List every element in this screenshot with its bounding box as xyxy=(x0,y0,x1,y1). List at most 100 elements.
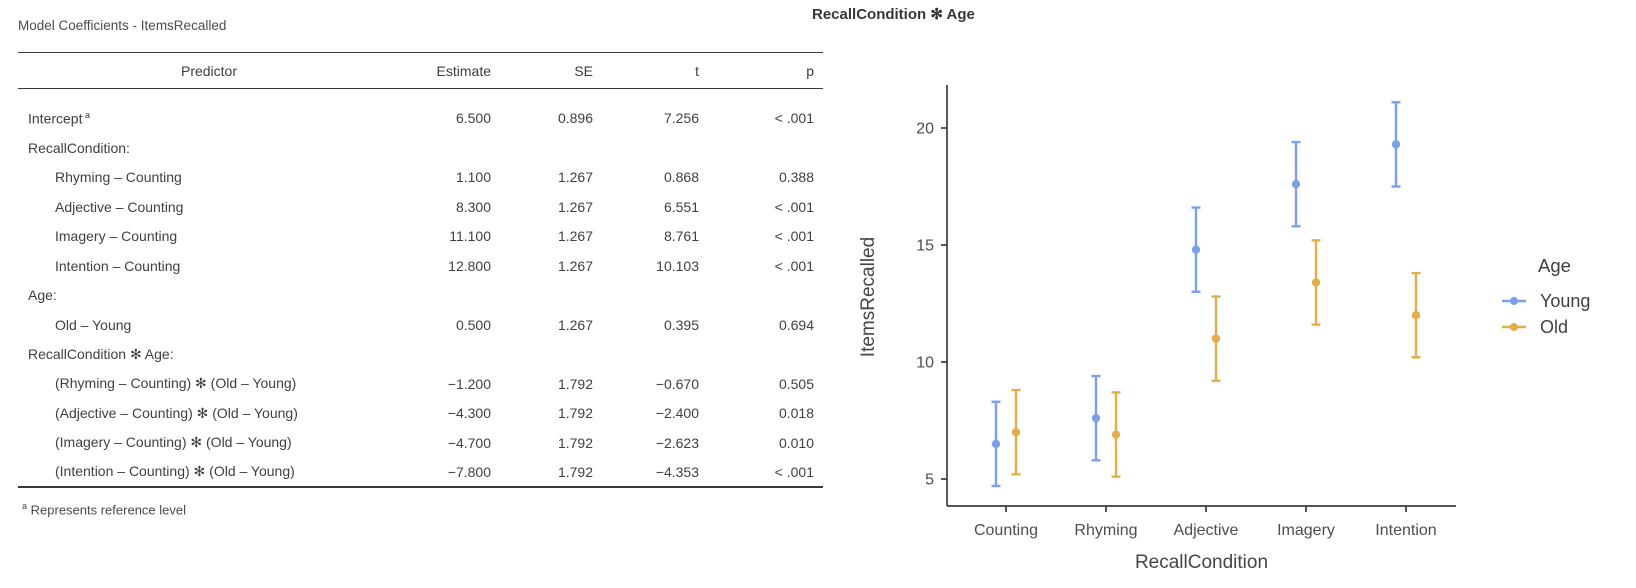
column-header-predictor: Predictor xyxy=(180,62,238,79)
cell-predictor: Rhyming – Counting xyxy=(55,169,182,186)
reference-level-marker: a xyxy=(82,109,90,120)
table-body: Intercept a 6.500 0.896 7.256 < .001 RecallCo… xyxy=(18,89,823,488)
cell-se: 1.792 xyxy=(557,375,593,392)
model-coefficients-section: Model Coefficients - ItemsRecalled Predi… xyxy=(18,16,823,517)
cell-estimate: −4.300 xyxy=(447,405,491,422)
cell-estimate: 1.100 xyxy=(455,169,491,186)
plot-title: RecallCondition ✻ Age xyxy=(812,6,975,23)
cell-p: 0.388 xyxy=(778,169,814,186)
cell-p: < .001 xyxy=(774,198,814,215)
cell-t: 6.551 xyxy=(663,198,699,215)
cell-se: 1.267 xyxy=(557,257,593,274)
cell-predictor: RecallCondition ✻ Age: xyxy=(28,345,174,362)
cell-estimate: 0.500 xyxy=(455,316,491,333)
cell-t: 0.395 xyxy=(663,316,699,333)
cell-t: 10.103 xyxy=(656,257,699,274)
cell-se xyxy=(500,281,602,311)
table-spacer-row xyxy=(18,89,823,104)
cell-se: 1.792 xyxy=(557,434,593,451)
table-row: (Rhyming – Counting) ✻ (Old – Young) −1.2… xyxy=(18,369,823,399)
cell-estimate: 8.300 xyxy=(455,198,491,215)
cell-p: 0.018 xyxy=(778,405,814,422)
table-row: Imagery – Counting 11.100 1.267 8.761 < .001 xyxy=(18,222,823,252)
x-tick-label: Rhyming xyxy=(1074,522,1137,539)
cell-predictor: Age: xyxy=(28,287,57,304)
cell-predictor: (Adjective – Counting) ✻ (Old – Young) xyxy=(55,404,298,421)
x-tick-label: Counting xyxy=(974,522,1038,539)
cell-t: 0.868 xyxy=(663,169,699,186)
footnote-text: Represents reference level xyxy=(30,502,186,518)
cell-se: 1.792 xyxy=(557,405,593,422)
y-tick-label: 20 xyxy=(916,121,934,138)
y-axis-title: ItemsRecalled xyxy=(858,237,879,357)
data-point-young xyxy=(1291,179,1301,189)
cell-predictor: Adjective – Counting xyxy=(55,198,184,215)
table-group-row: RecallCondition: xyxy=(18,133,823,163)
legend-key-point-old xyxy=(1510,323,1518,331)
table-row: (Adjective – Counting) ✻ (Old – Young) −4… xyxy=(18,399,823,429)
cell-se: 1.267 xyxy=(557,316,593,333)
y-tick-label: 5 xyxy=(925,472,934,489)
cell-p: < .001 xyxy=(774,110,814,127)
data-point-old xyxy=(1211,334,1221,343)
table-row: Rhyming – Counting 1.100 1.267 0.868 0.388 xyxy=(18,163,823,193)
legend-title: Age xyxy=(1538,255,1571,276)
data-point-old xyxy=(1011,428,1021,437)
x-tick-label: Intention xyxy=(1375,522,1436,539)
data-point-old xyxy=(1411,311,1421,320)
table-group-row: RecallCondition ✻ Age: xyxy=(18,340,823,370)
table-row: Adjective – Counting 8.300 1.267 6.551 < .00… xyxy=(18,192,823,222)
column-header-estimate: Estimate xyxy=(436,62,491,79)
data-point-young xyxy=(1091,413,1101,423)
cell-t xyxy=(602,340,708,370)
table-footnote: a Represents reference level xyxy=(18,501,787,517)
x-tick-label: Adjective xyxy=(1174,522,1239,539)
data-point-old xyxy=(1311,278,1321,287)
table-title: Model Coefficients - ItemsRecalled xyxy=(18,18,227,33)
y-tick-label: 10 xyxy=(916,355,934,372)
cell-estimate xyxy=(400,281,500,311)
cell-predictor: Intention – Counting xyxy=(55,257,181,274)
cell-predictor: Intercept a xyxy=(28,109,90,127)
cell-p: < .001 xyxy=(774,228,814,245)
column-header-p: p xyxy=(806,62,814,79)
table-row: Intention – Counting 12.800 1.267 10.103 < .… xyxy=(18,251,823,281)
cell-p: 0.505 xyxy=(778,375,814,392)
cell-t: −4.353 xyxy=(655,463,699,480)
data-point-young xyxy=(991,439,1001,449)
cell-t: −2.400 xyxy=(655,405,699,422)
cell-t: 7.256 xyxy=(663,110,699,127)
cell-se: 1.267 xyxy=(557,169,593,186)
table-row: (Imagery – Counting) ✻ (Old – Young) −4.7… xyxy=(18,428,823,458)
legend-label-young: Young xyxy=(1540,291,1590,311)
cell-se xyxy=(500,133,602,163)
cell-t: −2.623 xyxy=(655,434,699,451)
cell-t xyxy=(602,281,708,311)
cell-estimate xyxy=(400,340,500,370)
data-point-young xyxy=(1191,245,1201,254)
cell-t xyxy=(602,133,708,163)
column-header-se: SE xyxy=(574,62,593,79)
cell-p: < .001 xyxy=(774,257,814,274)
cell-p: 0.010 xyxy=(778,434,814,451)
cell-t: −0.670 xyxy=(655,375,699,392)
table-header: Predictor Estimate SE t p xyxy=(18,53,823,89)
cell-p: < .001 xyxy=(774,463,814,480)
coefficients-table: Predictor Estimate SE t p Intercept a 6.5… xyxy=(18,52,823,488)
y-tick-label: 15 xyxy=(916,238,934,255)
interaction-plot: 5 10 15 20 Counting Rhyming Adjective Imagery In… xyxy=(858,85,1590,573)
cell-t: 8.761 xyxy=(663,228,699,245)
cell-estimate: −7.800 xyxy=(447,463,491,480)
data-point-young xyxy=(1391,140,1401,149)
table-row: Old – Young 0.500 1.267 0.395 0.694 xyxy=(18,310,823,340)
cell-predictor: (Rhyming – Counting) ✻ (Old – Young) xyxy=(55,375,297,392)
cell-predictor: RecallCondition: xyxy=(28,139,130,156)
cell-predictor: Imagery – Counting xyxy=(55,228,178,245)
cell-predictor: (Intention – Counting) ✻ (Old – Young) xyxy=(55,463,295,480)
table-group-row: Age: xyxy=(18,281,823,311)
cell-estimate: 12.800 xyxy=(448,257,491,274)
legend-label-old: Old xyxy=(1540,317,1568,337)
interaction-plot-section: RecallCondition ✻ Age 5 10 15 20 Counting Rhy… xyxy=(790,0,1636,588)
cell-se xyxy=(500,340,602,370)
